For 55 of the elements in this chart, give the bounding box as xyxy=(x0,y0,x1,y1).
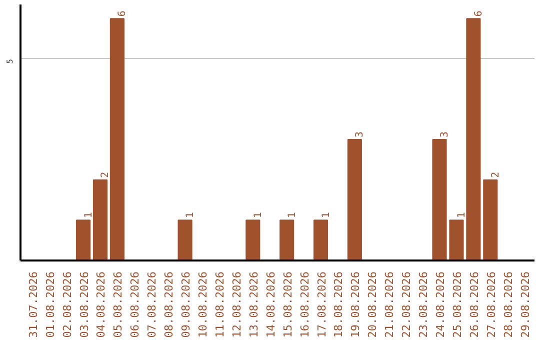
x-tick-label: 09.08.2026 xyxy=(180,271,193,338)
data-label: 1 xyxy=(320,212,332,218)
x-tick-label: 05.08.2026 xyxy=(112,271,125,338)
x-tick-label: 01.08.2026 xyxy=(44,271,57,338)
bar xyxy=(347,139,362,260)
bar xyxy=(483,179,498,260)
data-label: 6 xyxy=(473,10,484,17)
x-tick-label: 17.08.2026 xyxy=(315,271,328,338)
bar xyxy=(92,179,108,260)
bar xyxy=(432,139,447,260)
x-tick-label: 19.08.2026 xyxy=(349,271,362,338)
bar xyxy=(246,220,260,260)
x-tick-label: 04.08.2026 xyxy=(94,271,108,338)
x-tick-label: 13.08.2026 xyxy=(247,271,260,338)
data-label: 3 xyxy=(354,132,366,138)
data-label: 1 xyxy=(252,212,264,218)
x-tick-label: 11.08.2026 xyxy=(213,271,226,338)
x-tick-label: 23.08.2026 xyxy=(417,271,430,338)
bar xyxy=(110,18,124,260)
bar xyxy=(449,220,464,260)
x-tick-label: 21.08.2026 xyxy=(383,271,396,338)
x-tick-label: 20.08.2026 xyxy=(366,271,380,338)
x-tick-label: 16.08.2026 xyxy=(298,271,312,338)
x-tick-label: 27.08.2026 xyxy=(484,271,498,338)
data-label: 2 xyxy=(490,172,502,178)
x-tick-label: 22.08.2026 xyxy=(400,271,414,338)
data-label: 1 xyxy=(456,212,468,218)
data-label: 1 xyxy=(185,212,196,218)
x-tick-label: 15.08.2026 xyxy=(281,271,294,338)
bar xyxy=(76,220,91,260)
x-tick-label: 06.08.2026 xyxy=(128,271,142,338)
bar xyxy=(466,18,481,260)
x-tick-label: 24.08.2026 xyxy=(434,271,448,338)
data-label: 3 xyxy=(440,132,451,138)
bar xyxy=(178,220,192,260)
x-tick-label: 18.08.2026 xyxy=(332,271,346,338)
x-tick-label: 25.08.2026 xyxy=(450,271,464,338)
data-label: 2 xyxy=(100,172,112,178)
bar xyxy=(280,220,294,260)
bar xyxy=(313,220,328,260)
x-tick-label: 03.08.2026 xyxy=(78,271,91,338)
x-tick-label: 02.08.2026 xyxy=(60,271,74,338)
y-tick-label: 5 xyxy=(6,58,14,64)
x-tick-label: 29.08.2026 xyxy=(518,271,532,338)
x-tick-label: 28.08.2026 xyxy=(502,271,515,338)
x-tick-label: 07.08.2026 xyxy=(146,271,159,338)
x-tick-label: 12.08.2026 xyxy=(230,271,244,338)
x-tick-label: 26.08.2026 xyxy=(468,271,481,338)
data-label: 1 xyxy=(83,212,94,218)
x-tick-label: 31.07.2026 xyxy=(26,271,40,338)
x-tick-label: 14.08.2026 xyxy=(264,271,278,338)
x-tick-label: 08.08.2026 xyxy=(162,271,176,338)
x-tick-label: 10.08.2026 xyxy=(196,271,210,338)
data-label: 6 xyxy=(117,10,128,17)
data-label: 1 xyxy=(286,212,298,218)
